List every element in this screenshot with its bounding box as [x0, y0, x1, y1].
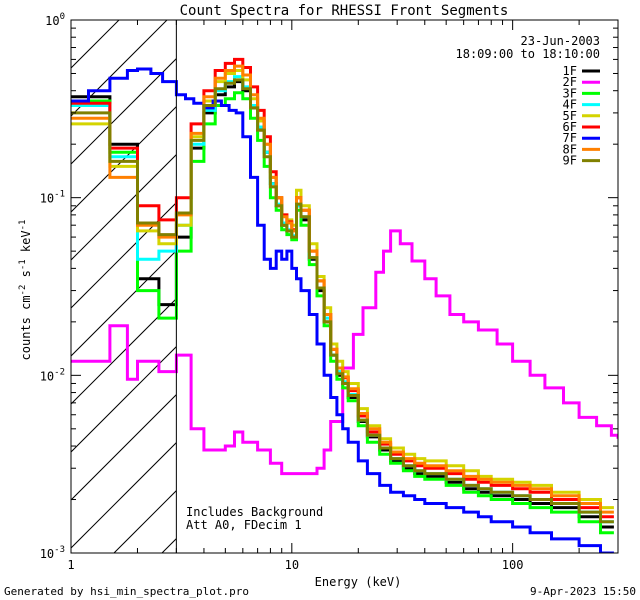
x-tick-label: 10	[285, 558, 299, 572]
legend-label-1F: 1F	[563, 64, 577, 78]
y-tick-base: 10	[45, 14, 59, 28]
hatch-line	[71, 441, 177, 549]
series-line-6F	[71, 57, 614, 519]
y-tick-exponent: -3	[54, 545, 65, 555]
series-line-9F	[71, 78, 614, 524]
annotation-background: Includes Background	[186, 505, 323, 519]
hatch-line	[71, 153, 177, 261]
legend-label-4F: 4F	[563, 98, 577, 112]
series-lines	[71, 57, 618, 553]
hatched-region	[71, 20, 177, 553]
y-tick-base: 10	[40, 547, 54, 561]
series-line-1F	[71, 80, 614, 529]
y-tick-label: 100	[45, 12, 65, 28]
legend-label-9F: 9F	[563, 154, 577, 168]
hatch-line	[71, 249, 177, 357]
y-tick-exponent: -1	[54, 190, 65, 200]
legend-label-7F: 7F	[563, 131, 577, 145]
chart-title: Count Spectra for RHESSI Front Segments	[180, 3, 509, 19]
series-line-5F	[71, 69, 614, 510]
legend-label-2F: 2F	[563, 75, 577, 89]
x-tick-label: 1	[67, 558, 74, 572]
y-axis-label: counts cm-2 s-1 keV-1	[18, 220, 33, 361]
hatch-line	[71, 393, 177, 501]
y-tick-label: 10-2	[40, 367, 65, 383]
y-tick-label: 10-3	[40, 545, 65, 561]
y-tick-exponent: -2	[54, 367, 65, 377]
legend-label-6F: 6F	[563, 120, 577, 134]
time-range-label: 18:09:00 to 18:10:00	[456, 47, 601, 61]
y-tick-label: 10-1	[40, 190, 65, 206]
plot-frame	[70, 19, 619, 554]
y-tick-exponent: 0	[60, 12, 65, 22]
hatch-line	[71, 57, 177, 165]
series-line-2F	[71, 229, 618, 476]
hatch-line	[71, 20, 168, 117]
legend-label-5F: 5F	[563, 109, 577, 123]
date-label: 23-Jun-2003	[521, 34, 600, 48]
x-axis-label: Energy (keV)	[315, 575, 402, 589]
hatch-line	[71, 105, 177, 213]
legend-label-3F: 3F	[563, 86, 577, 100]
series-line-8F	[71, 64, 614, 514]
hatch-line	[71, 20, 72, 21]
footer-timestamp: 9-Apr-2023 15:50	[530, 585, 636, 598]
series-line-7F	[71, 67, 614, 553]
hatch-lines	[71, 20, 177, 553]
annotation-attenuator: Att A0, FDecim 1	[186, 518, 302, 532]
series-line-4F	[71, 75, 614, 524]
y-tick-base: 10	[40, 369, 54, 383]
y-tick-base: 10	[40, 192, 54, 206]
hatch-line	[71, 201, 177, 309]
footer-generator: Generated by hsi_min_spectra_plot.pro	[4, 585, 249, 598]
x-tick-label: 100	[502, 558, 524, 572]
legend-label-8F: 8F	[563, 142, 577, 156]
